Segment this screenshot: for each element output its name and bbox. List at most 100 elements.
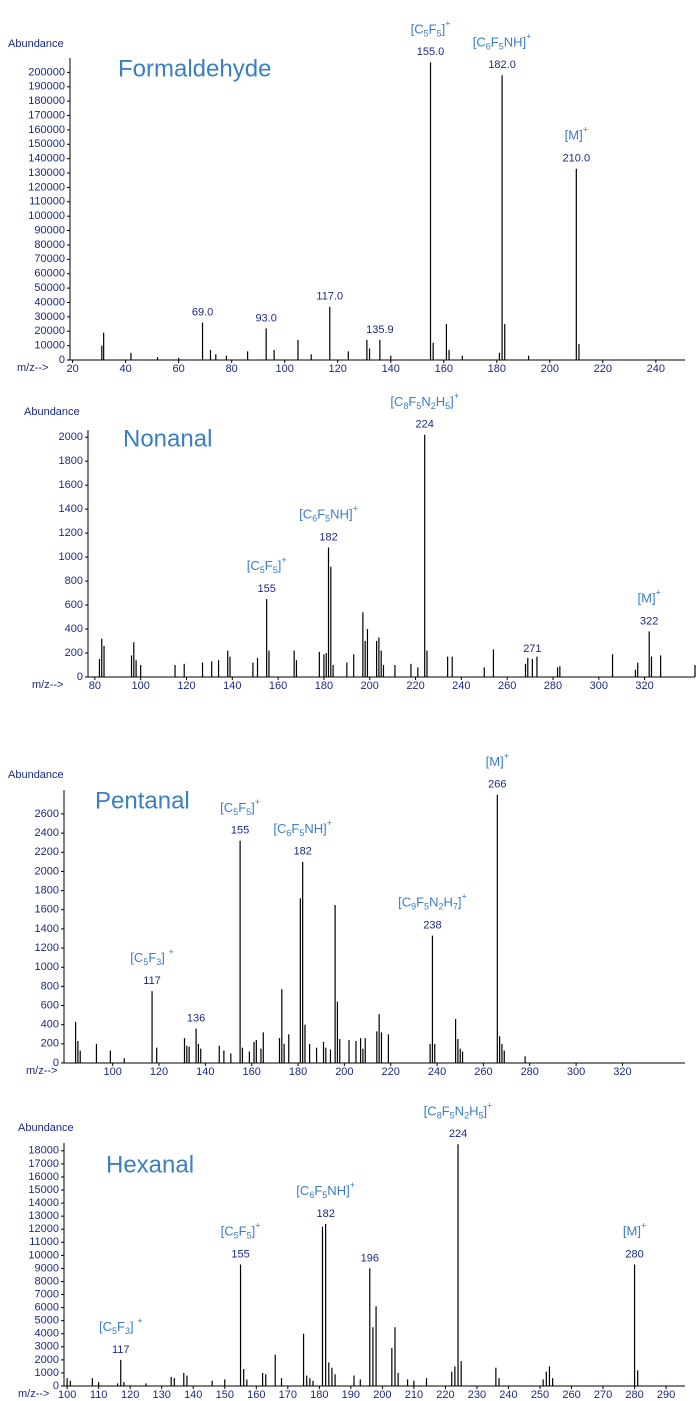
y-axis-label: Abundance <box>24 406 80 418</box>
x-tick-label: 200 <box>361 680 379 692</box>
y-tick-label: 100000 <box>28 210 65 222</box>
peak-label: 210.0 <box>563 153 591 165</box>
y-tick-label: 400 <box>41 1019 59 1031</box>
y-tick-label: 1400 <box>59 503 83 515</box>
y-tick-label: 17000 <box>28 1158 59 1170</box>
x-tick-label: 180 <box>315 680 333 692</box>
x-tick-label: 140 <box>184 1389 202 1401</box>
peak-formula: [C5F5]+ <box>247 555 287 575</box>
x-tick-label: 280 <box>625 1389 643 1401</box>
y-tick-label: 2600 <box>35 808 59 820</box>
y-tick-label: 180000 <box>28 95 65 107</box>
y-tick-label: 5000 <box>35 1315 59 1327</box>
y-tick-label: 14000 <box>28 1197 59 1209</box>
y-tick-label: 9000 <box>35 1262 59 1274</box>
y-tick-label: 1200 <box>59 527 83 539</box>
x-axis-label: m/z--> <box>17 362 48 374</box>
y-tick-label: 130000 <box>28 167 65 179</box>
peak-label: 322 <box>640 615 658 627</box>
x-tick-label: 100 <box>276 363 294 375</box>
y-tick-label: 120000 <box>28 181 65 193</box>
y-tick-label: 600 <box>41 999 59 1011</box>
y-tick-label: 1800 <box>35 884 59 896</box>
peak-formula: [C5F5]+ <box>220 797 260 817</box>
x-tick-label: 170 <box>279 1389 297 1401</box>
y-tick-label: 20000 <box>34 325 65 337</box>
y-tick-label: 15000 <box>28 1184 59 1196</box>
y-tick-label: 1600 <box>35 904 59 916</box>
x-tick-label: 120 <box>329 363 347 375</box>
x-axis-label: m/z--> <box>26 1065 57 1077</box>
peak-formula: [C8F5N2H5]+ <box>390 391 459 411</box>
peak-label: 117 <box>112 1344 130 1356</box>
peak-label: 182 <box>319 531 337 543</box>
y-tick-label: 0 <box>77 671 83 683</box>
peak-label: 224 <box>416 419 434 431</box>
y-tick-label: 200000 <box>28 66 65 78</box>
peak-formula: [C9F5N2H7]+ <box>398 892 467 912</box>
y-tick-label: 150000 <box>28 138 65 150</box>
peak-formula: [C5F3] + <box>130 948 174 968</box>
x-tick-label: 180 <box>488 363 506 375</box>
peak-label: 135.9 <box>366 324 394 336</box>
peak-formula: [C5F5]+ <box>221 1221 261 1241</box>
x-tick-label: 220 <box>382 1066 400 1078</box>
y-tick-label: 1000 <box>35 961 59 973</box>
x-tick-label: 260 <box>474 1066 492 1078</box>
chart-title: Hexanal <box>106 1151 194 1178</box>
y-tick-label: 0 <box>59 354 65 366</box>
peak-label: 196 <box>361 1252 379 1264</box>
chart-title: Formaldehyde <box>118 55 271 82</box>
y-tick-label: 160000 <box>28 124 65 136</box>
x-tick-label: 230 <box>468 1389 486 1401</box>
x-tick-label: 240 <box>499 1389 517 1401</box>
chart-title: Nonanal <box>123 425 212 452</box>
y-tick-label: 200 <box>65 647 83 659</box>
x-tick-label: 290 <box>657 1389 675 1401</box>
x-tick-label: 260 <box>498 680 516 692</box>
x-tick-label: 140 <box>382 363 400 375</box>
y-tick-label: 10000 <box>28 1249 59 1261</box>
y-tick-label: 1000 <box>35 1367 59 1379</box>
x-tick-label: 110 <box>90 1389 108 1401</box>
x-tick-label: 130 <box>153 1389 171 1401</box>
x-tick-label: 300 <box>590 680 608 692</box>
y-tick-label: 4000 <box>35 1328 59 1340</box>
x-tick-label: 100 <box>103 1066 121 1078</box>
x-tick-label: 180 <box>310 1389 328 1401</box>
y-tick-label: 1800 <box>59 455 83 467</box>
peak-formula: [M]+ <box>565 125 588 143</box>
peak-label: 182 <box>293 846 311 858</box>
peak-label: 136 <box>187 1012 205 1024</box>
x-tick-label: 320 <box>635 680 653 692</box>
y-tick-label: 2000 <box>35 865 59 877</box>
x-tick-label: 220 <box>436 1389 454 1401</box>
y-tick-label: 0 <box>53 1057 59 1069</box>
peak-label: 117.0 <box>316 291 343 303</box>
y-tick-label: 80000 <box>34 239 65 251</box>
peak-formula: [M]+ <box>623 1221 646 1239</box>
y-tick-label: 2200 <box>35 846 59 858</box>
y-axis-label: Abundance <box>8 769 64 781</box>
peak-formula: [C5F5]+ <box>411 19 451 39</box>
x-tick-label: 250 <box>531 1389 549 1401</box>
y-tick-label: 400 <box>65 623 83 635</box>
y-tick-label: 70000 <box>34 253 65 265</box>
peak-formula: [C6F5NH]+ <box>299 504 358 524</box>
x-tick-label: 80 <box>89 680 101 692</box>
y-tick-label: 1400 <box>35 923 59 935</box>
y-tick-label: 6000 <box>35 1302 59 1314</box>
peak-label: 117 <box>143 975 161 987</box>
peak-formula: [C6F5NH]+ <box>296 1180 355 1200</box>
y-tick-label: 90000 <box>34 224 65 236</box>
x-tick-label: 20 <box>67 363 79 375</box>
x-tick-label: 300 <box>567 1066 585 1078</box>
y-axis-label: Abundance <box>18 1122 74 1134</box>
peak-label: 155.0 <box>417 46 445 58</box>
y-tick-label: 10000 <box>34 340 65 352</box>
y-axis-label: Abundance <box>8 38 64 50</box>
y-tick-label: 3000 <box>35 1341 59 1353</box>
y-tick-label: 7000 <box>35 1288 59 1300</box>
x-tick-label: 120 <box>121 1389 139 1401</box>
